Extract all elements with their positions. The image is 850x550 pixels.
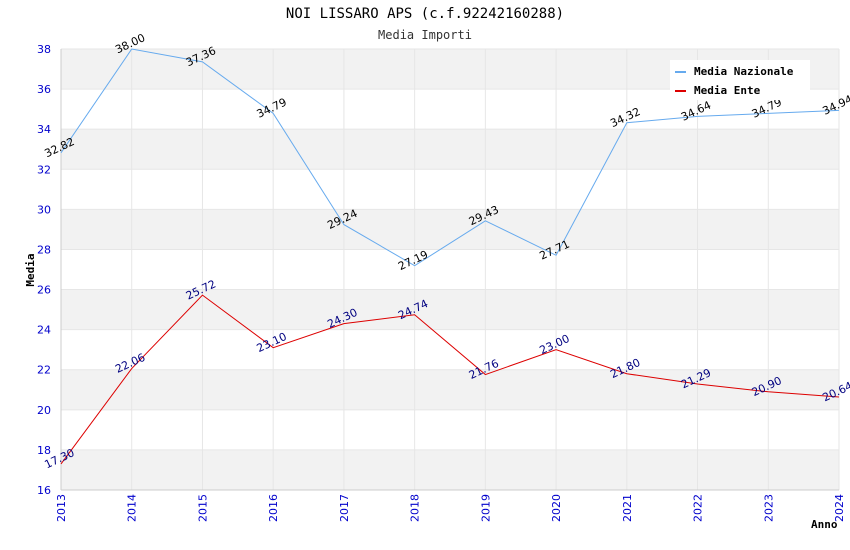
x-tick-label: 2018 (409, 494, 422, 522)
y-axis-title: Media (24, 253, 37, 286)
x-axis-title: Anno (811, 518, 838, 531)
y-tick-label: 30 (37, 203, 51, 216)
y-tick-label: 34 (37, 123, 51, 136)
y-tick-label: 20 (37, 404, 51, 417)
x-tick-label: 2016 (267, 494, 280, 522)
plot-band (61, 129, 839, 170)
plot-band (61, 329, 839, 370)
y-tick-label: 22 (37, 364, 51, 377)
y-tick-label: 24 (37, 324, 51, 337)
chart-subtitle: Media Importi (378, 28, 472, 42)
legend-label-media-ente: Media Ente (694, 84, 761, 97)
legend: Media Nazionale Media Ente (670, 60, 810, 100)
plot-band (61, 409, 839, 450)
y-tick-label: 32 (37, 163, 51, 176)
x-tick-label: 2024 (833, 494, 846, 522)
x-tick-label: 2017 (338, 494, 351, 522)
x-tick-label: 2023 (762, 494, 775, 522)
plot-band (61, 249, 839, 290)
y-tick-label: 38 (37, 43, 51, 56)
series-line-media-ente (60, 294, 840, 465)
x-tick-label: 2013 (55, 494, 68, 522)
x-tick-label: 2022 (692, 494, 705, 522)
plot-band (61, 449, 839, 490)
legend-label-media-nazionale: Media Nazionale (694, 65, 794, 78)
x-tick-labels: 2013 2014 2015 2016 2017 2018 2019 2020 2021 2022… (55, 494, 846, 522)
chart-title: NOI LISSARO APS (c.f.92242160288) (286, 6, 564, 22)
y-tick-label: 26 (37, 284, 51, 297)
y-tick-label: 36 (37, 83, 51, 96)
x-tick-label: 2015 (196, 494, 209, 522)
y-tick-label: 28 (37, 243, 51, 256)
series-line-media-nazionale (60, 48, 840, 267)
x-tick-label: 2021 (621, 494, 634, 522)
x-tick-label: 2019 (479, 494, 492, 522)
plot-band (61, 289, 839, 330)
y-tick-labels: 16 18 20 22 24 26 28 30 32 34 36 38 (37, 43, 51, 497)
y-tick-label: 18 (37, 444, 51, 457)
x-tick-label: 2020 (550, 494, 563, 522)
plot-band (61, 369, 839, 410)
legend-box (670, 60, 810, 100)
plot-band (61, 169, 839, 210)
series-lines (60, 48, 840, 465)
x-tick-label: 2014 (126, 494, 139, 522)
y-tick-label: 16 (37, 484, 51, 497)
